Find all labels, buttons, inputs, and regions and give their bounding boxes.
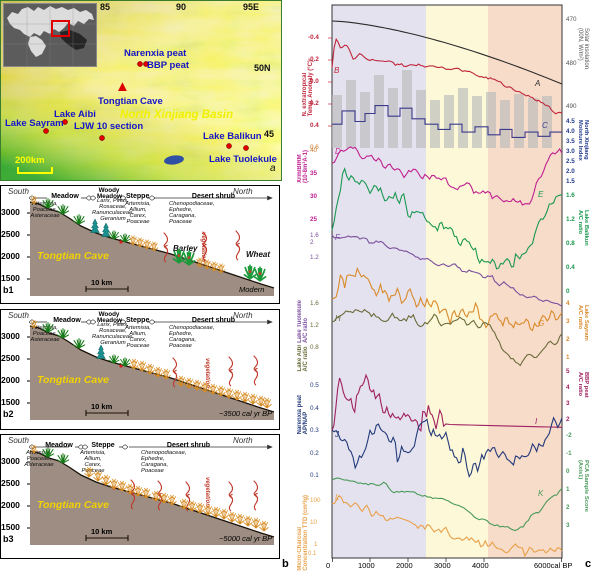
svg-text:H: H [335, 314, 341, 323]
svg-text:K: K [538, 489, 544, 498]
svg-text:D: D [335, 147, 341, 156]
svg-text:L: L [335, 493, 339, 502]
svg-text:C: C [542, 121, 548, 130]
svg-text:G: G [538, 319, 544, 328]
svg-text:B: B [334, 66, 340, 75]
svg-text:A: A [534, 79, 540, 88]
svg-text:E: E [538, 190, 544, 199]
